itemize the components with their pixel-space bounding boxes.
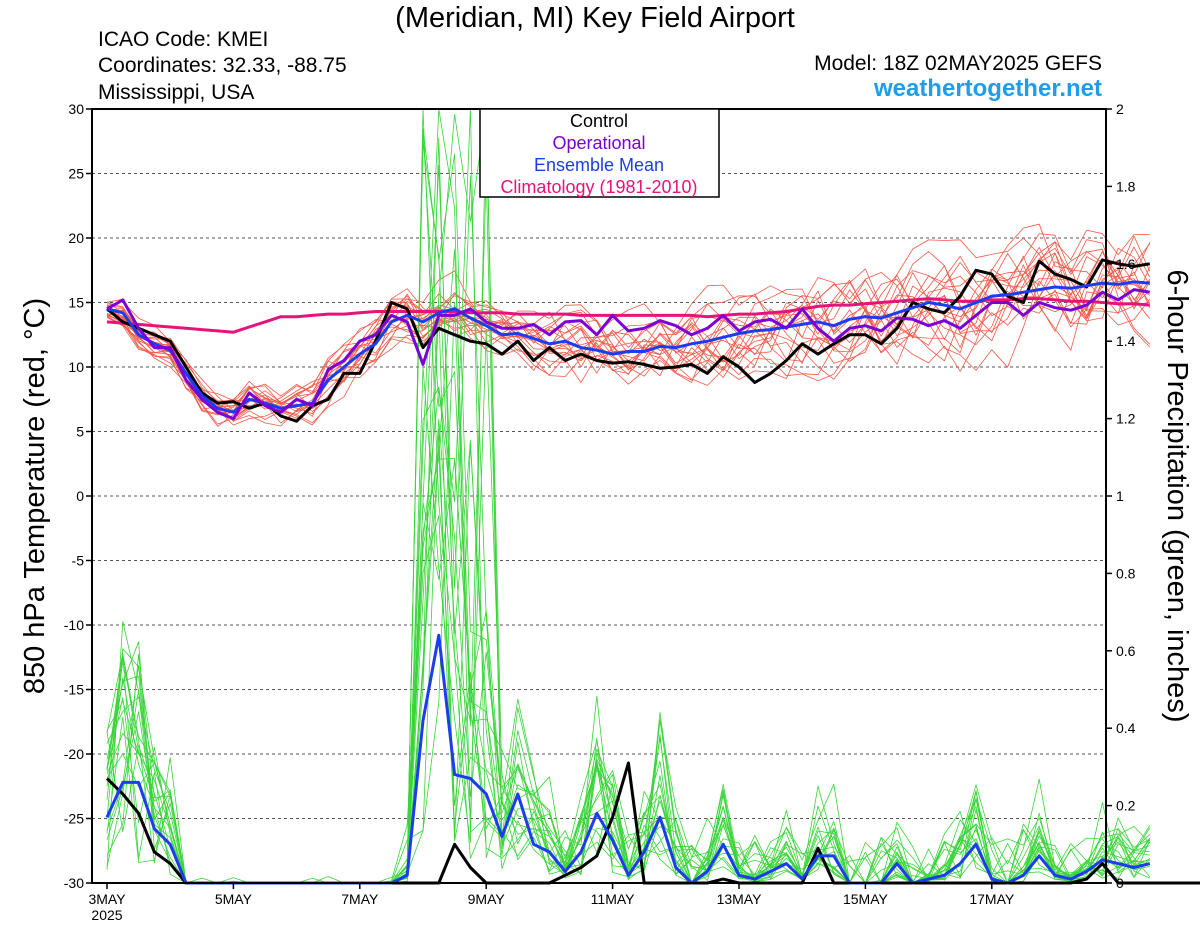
y-right-tick-label: 1.2 xyxy=(1116,411,1136,427)
y-left-tick-label: -5 xyxy=(72,553,85,569)
y-left-tick-label: -30 xyxy=(64,875,84,891)
precip-member-line xyxy=(106,459,1151,884)
temperature-operational-line xyxy=(106,288,1151,421)
axis-ticks: 302520151050-5-10-15-20-25-3021.81.61.41… xyxy=(64,101,1136,923)
y-left-tick-label: -15 xyxy=(64,682,84,698)
y-right-tick-label: 0.2 xyxy=(1116,798,1136,814)
y-left-tick-label: 0 xyxy=(76,488,84,504)
y-right-tick-label: 1.6 xyxy=(1116,256,1136,272)
y-left-tick-label: 5 xyxy=(76,424,84,440)
precip-member-line xyxy=(106,388,1151,884)
temperature-member-line xyxy=(106,223,1151,417)
y-left-tick-label: 20 xyxy=(68,230,84,246)
y-right-tick-label: 1.4 xyxy=(1116,333,1136,349)
y-left-tick-label: 15 xyxy=(68,295,84,311)
precip-member-line xyxy=(106,457,1151,884)
precip-member-line xyxy=(106,249,1150,884)
y-right-tick-label: 0.4 xyxy=(1116,720,1136,736)
grid-lines xyxy=(92,173,1106,819)
legend-operational: Operational xyxy=(552,133,645,153)
temperature-member-line xyxy=(106,264,1151,427)
legend: Control Operational Ensemble Mean Climat… xyxy=(479,108,720,198)
y-left-tick-label: -20 xyxy=(64,746,84,762)
x-tick-label: 15MAY xyxy=(843,891,889,907)
y-right-tick-label: 2 xyxy=(1116,101,1124,117)
chart-title: (Meridian, MI) Key Field Airport xyxy=(395,2,795,34)
y-axis-left-label: 850 hPa Temperature (red, °C) xyxy=(19,298,51,694)
y-right-tick-label: 1.8 xyxy=(1116,178,1136,194)
legend-ensemble-mean: Ensemble Mean xyxy=(534,155,664,175)
x-tick-label: 11MAY xyxy=(591,891,635,907)
y-right-tick-label: 0.8 xyxy=(1116,565,1136,581)
y-left-tick-label: 30 xyxy=(68,101,84,117)
precip-member-line xyxy=(106,515,1150,884)
precip-member-line xyxy=(106,305,1151,884)
x-tick-label: 7MAY xyxy=(341,891,379,907)
y-right-tick-label: 0 xyxy=(1116,875,1124,891)
coordinates: Coordinates: 32.33, -88.75 xyxy=(98,54,347,77)
temperature-member-line xyxy=(106,268,1151,412)
model-run: Model: 18Z 02MAY2025 GEFS xyxy=(814,52,1102,75)
temperature-ensemble-mean-line xyxy=(106,280,1150,414)
temperature-control-line xyxy=(106,258,1151,423)
x-tick-label: 17MAY xyxy=(969,891,1015,907)
temperature-member-line xyxy=(106,268,1151,409)
y-left-tick-label: 25 xyxy=(68,166,84,182)
precip-member-line xyxy=(106,428,1150,884)
x-tick-label: 5MAY xyxy=(215,891,253,907)
x-year-label: 2025 xyxy=(91,907,122,923)
y-axis-right-label: 6-hour Precipitation (green, inches) xyxy=(1161,270,1193,723)
region: Mississippi, USA xyxy=(98,81,255,104)
precip-member-line xyxy=(106,330,1150,884)
x-tick-label: 9MAY xyxy=(468,891,506,907)
y-right-tick-label: 1 xyxy=(1116,488,1124,504)
y-left-tick-label: 10 xyxy=(68,359,84,375)
site-link[interactable]: weathertogether.net xyxy=(873,75,1102,102)
temperature-member-line xyxy=(106,233,1151,421)
legend-climatology: Climatology (1981-2010) xyxy=(500,177,697,197)
x-tick-label: 13MAY xyxy=(717,891,763,907)
y-right-tick-label: 0.6 xyxy=(1116,643,1136,659)
y-left-tick-label: -10 xyxy=(64,617,84,633)
precip-member-line xyxy=(106,173,1150,884)
legend-control: Control xyxy=(570,111,628,131)
temperature-member-line xyxy=(106,252,1151,415)
x-tick-label: 3MAY xyxy=(88,891,126,907)
icao-code: ICAO Code: KMEI xyxy=(98,28,269,51)
precip-member-line xyxy=(106,165,1151,884)
legend-box xyxy=(479,108,720,198)
y-left-tick-label: -25 xyxy=(64,811,84,827)
temperature-member-line xyxy=(106,242,1151,407)
